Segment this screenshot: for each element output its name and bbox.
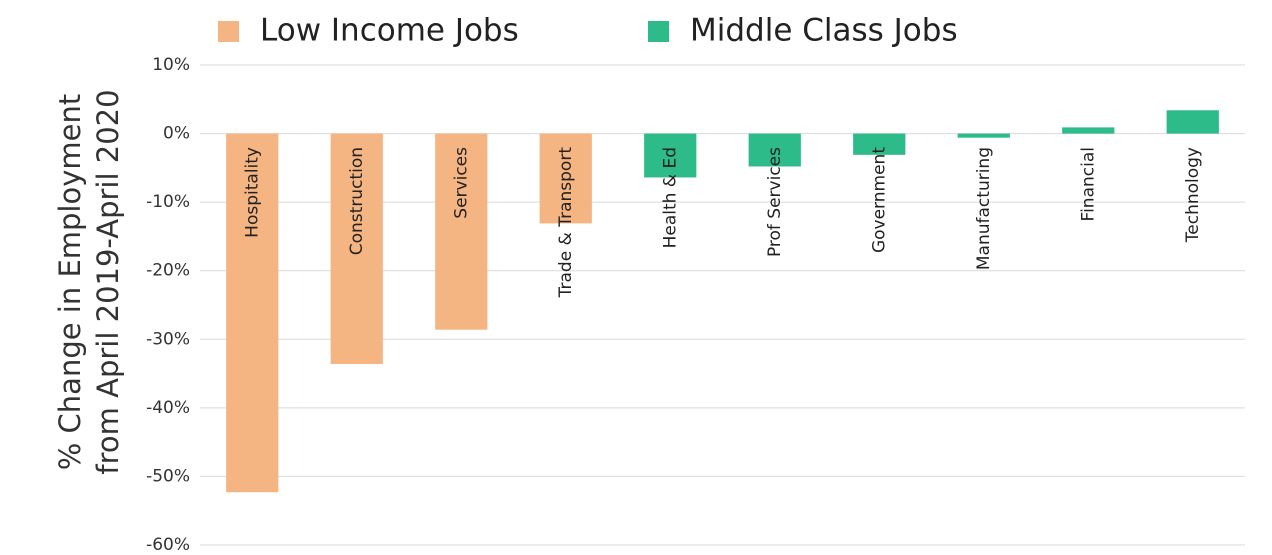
y-tick-label: 10% [152, 55, 190, 75]
y-tick-label: -50% [146, 466, 190, 486]
bar [644, 133, 697, 178]
x-tick-label: Manufacturing [974, 147, 994, 270]
legend-swatch [648, 21, 669, 42]
y-tick-label: -60% [146, 535, 190, 555]
x-tick-label: Construction [347, 147, 367, 255]
bar [539, 133, 592, 224]
bar [1166, 110, 1219, 134]
bar [853, 133, 906, 155]
x-tick-label: Technology [1183, 147, 1203, 243]
y-axis-label: % Change in Employment [53, 94, 87, 470]
y-tick-label: -10% [146, 192, 190, 212]
x-tick-label: Trade & Transport [556, 147, 576, 299]
x-tick-label: Hospitality [242, 147, 262, 238]
legend-label: Middle Class Jobs [690, 13, 958, 49]
y-axis-label: from April 2019-April 2020 [91, 89, 125, 474]
x-tick-label: Prof Services [765, 147, 785, 257]
x-tick-label: Government [869, 147, 889, 253]
y-tick-label: -30% [146, 329, 190, 349]
bar [330, 133, 383, 364]
legend-label: Low Income Jobs [260, 13, 519, 49]
y-tick-label: -20% [146, 261, 190, 281]
x-tick-label: Financial [1078, 147, 1098, 221]
bar [1062, 127, 1115, 134]
bar [226, 133, 279, 493]
bar [748, 133, 801, 167]
y-tick-label: -40% [146, 398, 190, 418]
legend-swatch [218, 21, 239, 42]
bar [435, 133, 488, 330]
y-tick-label: 0% [163, 124, 190, 144]
x-tick-label: Services [451, 147, 471, 219]
x-tick-label: Health & Ed [660, 147, 680, 248]
bar [957, 133, 1010, 138]
